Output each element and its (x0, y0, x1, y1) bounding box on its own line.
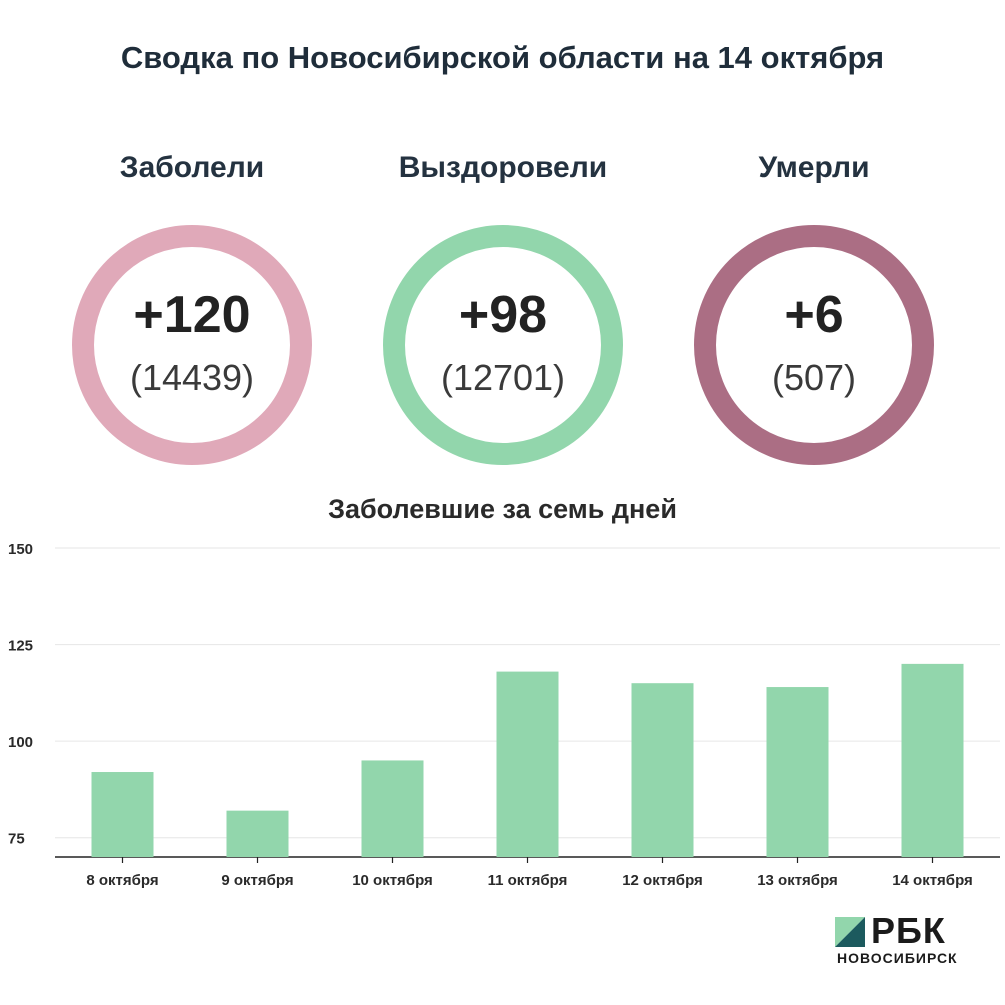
bar-chart: 75 100 125 150 8 октября 9 октября 10 октября 1… (8, 541, 1000, 889)
x-tick-label: 10 октября (352, 872, 433, 889)
x-tick-label: 13 октября (757, 872, 838, 889)
stat-recovered-value: +98 (458, 286, 548, 344)
x-tick-label: 12 октября (622, 872, 703, 889)
stat-recovered-total: (12701) (440, 357, 566, 398)
bar (91, 772, 154, 857)
stat-recovered-label: Выздоровели (398, 151, 608, 184)
stat-infected-label: Заболели (119, 151, 265, 184)
y-tick-label: 75 (8, 831, 25, 848)
y-tick-label: 150 (8, 541, 33, 558)
rbc-logo: РБК НОВОСИБИРСК (835, 910, 1000, 972)
stat-deaths-total: (507) (771, 357, 857, 398)
stat-infected: Заболели +120 (14439) (62, 148, 322, 465)
stat-deaths-label: Умерли (758, 151, 870, 184)
bar (901, 663, 964, 857)
stat-recovered: Выздоровели +98 (12701) (373, 148, 633, 465)
x-tick-label: 11 октября (488, 872, 568, 889)
stat-recovered-ring: +98 (12701) (383, 225, 623, 465)
stat-infected-value: +120 (133, 286, 251, 344)
bar (361, 760, 424, 857)
rbc-logo-mark-icon (835, 917, 865, 947)
x-tick-label: 8 октября (86, 872, 158, 889)
stat-deaths: Умерли +6 (507) (684, 148, 944, 465)
stat-deaths-ring: +6 (507) (694, 225, 934, 465)
y-tick-label: 100 (8, 734, 33, 751)
rbc-logo-text: РБК (871, 910, 946, 951)
stat-deaths-value: +6 (784, 286, 844, 344)
x-tick-label: 9 октября (221, 872, 293, 889)
stat-infected-ring: +120 (14439) (72, 225, 312, 465)
bar (226, 810, 289, 857)
bar (496, 671, 559, 857)
y-tick-label: 125 (8, 638, 33, 655)
stat-infected-total: (14439) (129, 357, 255, 398)
bar (766, 687, 829, 857)
page-title: Сводка по Новосибирской области на 14 ок… (120, 40, 885, 75)
bar (631, 683, 694, 857)
x-tick-label: 14 октября (892, 872, 973, 889)
rbc-logo-subtitle: НОВОСИБИРСК (837, 950, 958, 966)
chart-title: Заболевшие за семь дней (328, 494, 677, 524)
